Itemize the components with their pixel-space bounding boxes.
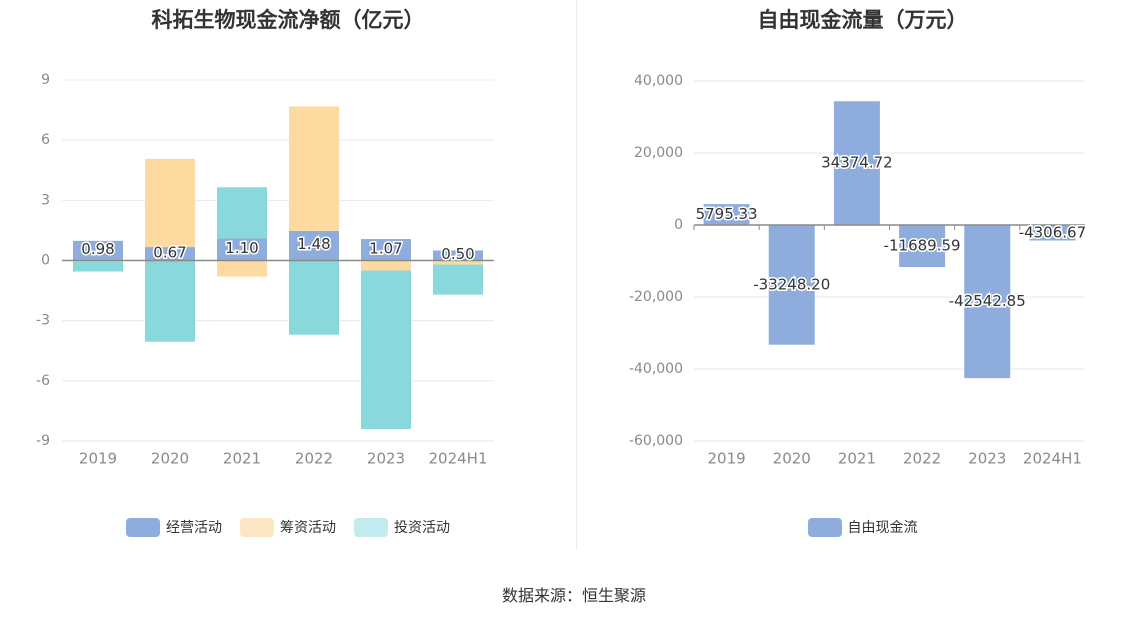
y-tick-label: 0 <box>41 253 50 269</box>
x-tick-label: 2023 <box>367 450 405 468</box>
data-label: -4306.67 <box>1019 223 1086 241</box>
y-tick-label: 3 <box>41 192 50 208</box>
fcf-bar <box>703 204 750 225</box>
data-label: 0.67 <box>153 243 186 261</box>
cash-flow-chart: 9 6 3 0 -3 -6 -9 2019 2020 2021 2022 2023 2024H1 0.98… <box>36 72 494 468</box>
fcf-bar <box>768 225 815 345</box>
y-tick-label: -3 <box>36 313 50 329</box>
legend-swatch <box>807 517 842 537</box>
y-tick-label: 9 <box>41 72 50 88</box>
y-tick-label: -40,000 <box>629 361 683 377</box>
investing-bar <box>217 187 267 239</box>
legend: 自由现金流 <box>577 517 1148 537</box>
legend-label: 自由现金流 <box>847 520 918 536</box>
x-tick-label: 2019 <box>707 450 745 468</box>
legend-label: 投资活动 <box>394 520 450 536</box>
data-label: -11689.59 <box>884 237 961 255</box>
data-label: 0.98 <box>81 240 114 258</box>
x-tick-label: 2022 <box>295 450 333 468</box>
data-source: 数据来源：恒生聚源 <box>501 586 646 605</box>
chart-title: 科拓生物现金流净额（亿元） <box>151 8 425 32</box>
legend-item-fcf[interactable]: 自由现金流 <box>807 517 918 537</box>
data-label: 1.10 <box>225 239 258 257</box>
financing-bar <box>217 260 267 277</box>
legend-item-investing[interactable]: 投资活动 <box>354 517 450 537</box>
data-label: 1.07 <box>369 239 402 257</box>
x-tick-label: 2020 <box>151 450 189 468</box>
data-label: -42542.85 <box>949 292 1026 310</box>
x-tick-label: 2021 <box>838 450 876 468</box>
chart-title: 自由现金流量（万元） <box>757 8 968 32</box>
operating-bar <box>289 230 339 261</box>
operating-bar <box>433 250 483 261</box>
investing-bar <box>289 260 339 335</box>
x-tick-label: 2024H1 <box>1023 450 1082 468</box>
y-tick-label: 20,000 <box>634 145 683 161</box>
legend-item-operating[interactable]: 经营活动 <box>126 517 222 537</box>
investing-bar <box>361 270 411 429</box>
operating-bar <box>145 247 195 261</box>
panel-divider <box>576 0 577 550</box>
financing-bar <box>361 260 411 271</box>
data-label: -33248.20 <box>753 275 830 293</box>
operating-bar <box>73 240 123 261</box>
data-label: 0.50 <box>441 245 474 263</box>
x-tick-label: 2021 <box>223 450 261 468</box>
cash-flow-chart-panel: 科拓生物现金流净额（亿元） 9 6 3 0 -3 -6 -9 2019 2020 2021 2022… <box>0 0 576 560</box>
fcf-bar <box>833 101 880 225</box>
data-label: 1.48 <box>297 235 330 253</box>
operating-bar <box>361 239 411 261</box>
fcf-bar <box>964 225 1011 379</box>
y-tick-label: 6 <box>41 132 50 148</box>
x-tick-label: 2022 <box>903 450 941 468</box>
legend-swatch <box>126 517 160 537</box>
legend-item-financing[interactable]: 筹资活动 <box>240 517 336 537</box>
y-tick-label: -9 <box>36 433 50 449</box>
financing-bar <box>145 158 195 248</box>
financing-bar <box>289 106 339 231</box>
y-tick-label: -6 <box>36 373 50 389</box>
legend-label: 筹资活动 <box>280 520 336 536</box>
legend: 经营活动 筹资活动 投资活动 <box>0 517 576 537</box>
financing-bar <box>433 260 483 265</box>
legend-label: 经营活动 <box>166 520 222 536</box>
y-tick-label: 0 <box>674 217 683 233</box>
free-cash-flow-chart-panel: 自由现金流量（万元） 40,000 20,000 0 -20,000 -40,000 -6… <box>577 0 1148 560</box>
fcf-bar <box>1029 225 1076 241</box>
legend-swatch <box>240 517 274 537</box>
x-tick-label: 2020 <box>773 450 811 468</box>
x-tick-label: 2024H1 <box>429 450 488 468</box>
operating-bar <box>217 238 267 261</box>
data-label: 34374.72 <box>821 154 893 172</box>
legend-swatch <box>354 517 388 537</box>
y-tick-label: -60,000 <box>629 433 683 449</box>
investing-bar <box>145 260 195 342</box>
fcf-bar <box>899 225 946 268</box>
investing-bar <box>73 261 123 272</box>
free-cash-flow-chart: 40,000 20,000 0 -20,000 -40,000 -60,000 2019 20… <box>629 73 1088 468</box>
data-label: 5795.33 <box>696 205 758 223</box>
x-tick-label: 2023 <box>968 450 1006 468</box>
y-tick-label: -20,000 <box>629 289 683 305</box>
investing-bar <box>433 264 483 295</box>
y-tick-label: 40,000 <box>634 73 683 89</box>
x-tick-label: 2019 <box>79 450 117 468</box>
